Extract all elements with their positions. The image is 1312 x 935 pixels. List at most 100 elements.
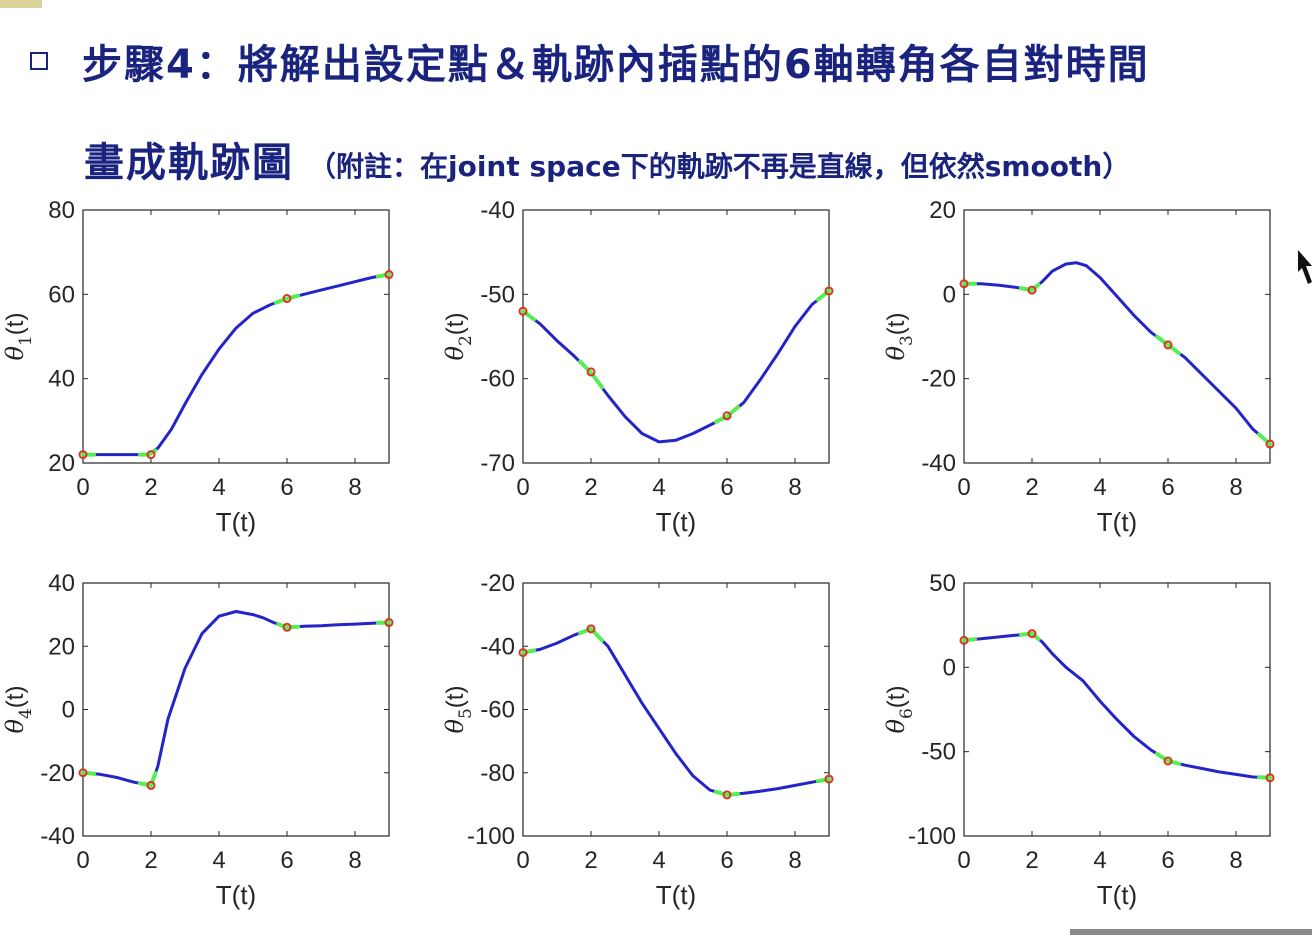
set-point-marker	[518, 648, 528, 658]
set-point-marker	[78, 450, 88, 460]
y-axis-arg: (t)	[442, 313, 469, 336]
y-tick-label: -70	[480, 450, 515, 477]
y-tick-label: 80	[48, 197, 75, 224]
y-axis-arg: (t)	[2, 686, 29, 709]
y-axis-symbol: θ	[882, 345, 910, 360]
x-tick-label: 2	[144, 474, 157, 501]
blend-segment	[816, 289, 831, 302]
y-tick-label: 20	[48, 450, 75, 477]
plot-area-frame	[963, 582, 1271, 837]
blend-segment	[578, 359, 604, 390]
x-tick-label: 0	[516, 474, 529, 501]
x-tick-label: 0	[957, 847, 970, 874]
y-axis-label: θ6(t)	[882, 686, 917, 734]
x-tick-label: 2	[1025, 474, 1038, 501]
square-bullet-icon	[30, 52, 48, 70]
x-tick-label: 8	[1229, 847, 1242, 874]
x-tick-label: 2	[144, 847, 157, 874]
x-tick-label: 2	[584, 847, 597, 874]
y-axis-label: θ4(t)	[1, 686, 36, 734]
title-line-2: 畫成軌跡圖 （附註：在joint space下的軌跡不再是直線，但依然smooth…	[84, 130, 1150, 188]
y-tick-label: 50	[929, 570, 956, 597]
set-point-marker	[586, 624, 596, 634]
y-tick-label: -20	[40, 760, 75, 787]
y-axis-label: θ3(t)	[882, 313, 917, 361]
x-tick-label: 4	[652, 474, 665, 501]
x-tick-label: 4	[1093, 847, 1106, 874]
x-axis-label: T(t)	[216, 880, 256, 910]
y-tick-label: 40	[48, 366, 75, 393]
x-tick-label: 6	[1161, 474, 1174, 501]
set-point-marker	[282, 622, 292, 632]
y-axis-subscript: 5	[456, 708, 476, 719]
x-tick-label: 8	[348, 847, 361, 874]
set-point-marker	[146, 780, 156, 790]
set-point-marker	[518, 306, 528, 316]
set-point-marker	[959, 279, 969, 289]
x-tick-label: 8	[788, 847, 801, 874]
y-axis-arg: (t)	[442, 686, 469, 709]
y-tick-label: -20	[480, 570, 515, 597]
bottom-edge-bar	[1070, 929, 1312, 935]
set-point-marker	[824, 286, 834, 296]
blend-segment	[1257, 775, 1272, 780]
blend-segment	[962, 637, 977, 643]
y-tick-label: 0	[943, 654, 956, 681]
y-tick-label: 0	[62, 697, 75, 724]
title-note: （附註：在joint space下的軌跡不再是直線，但依然smooth）	[308, 150, 1131, 183]
blend-segment	[714, 789, 740, 797]
y-axis-symbol: θ	[1, 345, 29, 360]
set-point-marker	[1163, 340, 1173, 350]
y-tick-label: -40	[40, 823, 75, 850]
mouse-cursor-icon	[1298, 250, 1312, 284]
x-tick-label: 6	[280, 847, 293, 874]
plot-area-frame	[522, 582, 830, 837]
blend-segment	[714, 405, 740, 424]
x-tick-label: 0	[516, 847, 529, 874]
blend-segment	[521, 648, 536, 655]
y-tick-label: 20	[48, 633, 75, 660]
trajectory-line	[521, 627, 831, 797]
title-line-1: 步驟4：將解出設定點＆軌跡內插點的6軸轉角各自對時間	[28, 32, 1150, 90]
y-axis-arg: (t)	[2, 313, 29, 336]
y-tick-label: -100	[467, 823, 515, 850]
x-axis-label: T(t)	[656, 880, 696, 910]
x-tick-label: 8	[1229, 474, 1242, 501]
set-point-marker	[384, 618, 394, 628]
y-axis-arg: (t)	[883, 686, 910, 709]
y-tick-label: -50	[480, 281, 515, 308]
set-point-marker	[146, 450, 156, 460]
y-tick-label: -40	[921, 450, 956, 477]
y-tick-label: -40	[480, 197, 515, 224]
y-axis-label: θ1(t)	[1, 313, 36, 361]
slide-heading: 步驟4：將解出設定點＆軌跡內插點的6軸轉角各自對時間 畫成軌跡圖 （附註：在joi…	[28, 32, 1150, 188]
y-tick-label: -80	[480, 760, 515, 787]
y-tick-label: -50	[921, 739, 956, 766]
y-axis-symbol: θ	[1, 718, 29, 733]
blend-segment	[1155, 334, 1181, 356]
x-tick-label: 2	[1025, 847, 1038, 874]
x-tick-label: 6	[1161, 847, 1174, 874]
x-tick-label: 4	[212, 847, 225, 874]
blend-segment	[1019, 282, 1041, 293]
trajectory-line	[521, 289, 831, 444]
blend-segment	[1019, 631, 1041, 642]
blend-segment	[81, 770, 96, 776]
blend-segment	[816, 777, 831, 784]
x-tick-label: 8	[788, 474, 801, 501]
blend-segment	[521, 309, 536, 322]
blend-segment	[276, 622, 301, 630]
y-axis-subscript: 2	[456, 335, 476, 346]
x-tick-label: 8	[348, 474, 361, 501]
set-point-marker	[1027, 285, 1037, 295]
x-axis-label: T(t)	[1097, 880, 1137, 910]
x-tick-label: 4	[1093, 474, 1106, 501]
blend-segment	[1155, 751, 1181, 766]
y-tick-label: -60	[480, 366, 515, 393]
set-point-marker	[1265, 439, 1275, 449]
set-point-marker	[1027, 629, 1037, 639]
y-tick-label: -40	[480, 633, 515, 660]
y-tick-label: -60	[480, 697, 515, 724]
